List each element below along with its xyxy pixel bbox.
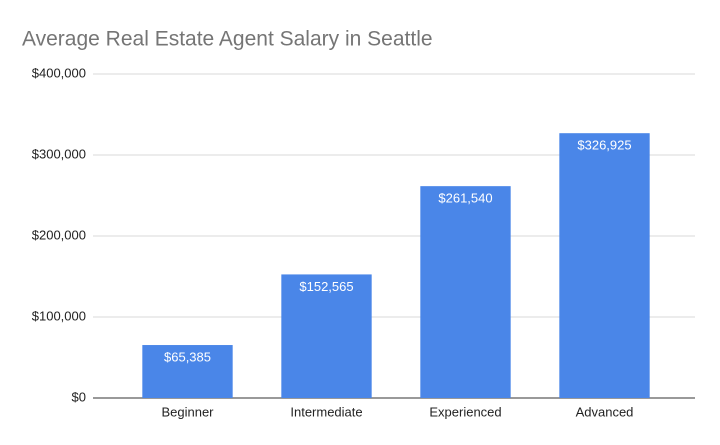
y-tick-label: $100,000 [32, 308, 86, 323]
y-tick-label: $400,000 [32, 65, 86, 80]
bar [142, 345, 233, 398]
x-tick-label: Beginner [161, 404, 214, 419]
x-tick-label: Advanced [576, 404, 634, 419]
bar [559, 133, 650, 399]
value-label: $261,540 [438, 191, 492, 206]
x-tick-label: Experienced [429, 404, 501, 419]
chart-title: Average Real Estate Agent Salary in Seat… [22, 28, 433, 51]
value-label: $65,385 [164, 349, 211, 364]
y-tick-label: $0 [72, 389, 86, 404]
value-label: $152,565 [299, 279, 353, 294]
y-tick-label: $300,000 [32, 146, 86, 161]
bar [281, 274, 372, 398]
bar [420, 186, 511, 398]
x-tick-label: Intermediate [290, 404, 362, 419]
y-tick-label: $200,000 [32, 227, 86, 242]
value-label: $326,925 [577, 138, 631, 153]
